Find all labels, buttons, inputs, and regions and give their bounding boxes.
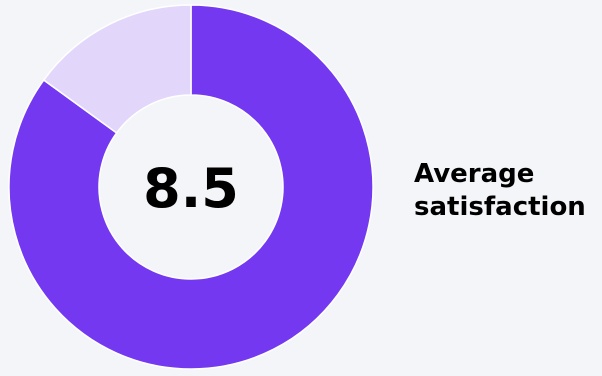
donut-slice-score [8, 4, 374, 370]
chart-label-line-2: satisfaction [414, 192, 586, 222]
center-value-label: 8.5 [143, 156, 239, 220]
donut-slice-remaining [42, 4, 192, 134]
chart-label-line-1: Average [414, 159, 535, 189]
chart-label: Average satisfaction [414, 158, 600, 224]
